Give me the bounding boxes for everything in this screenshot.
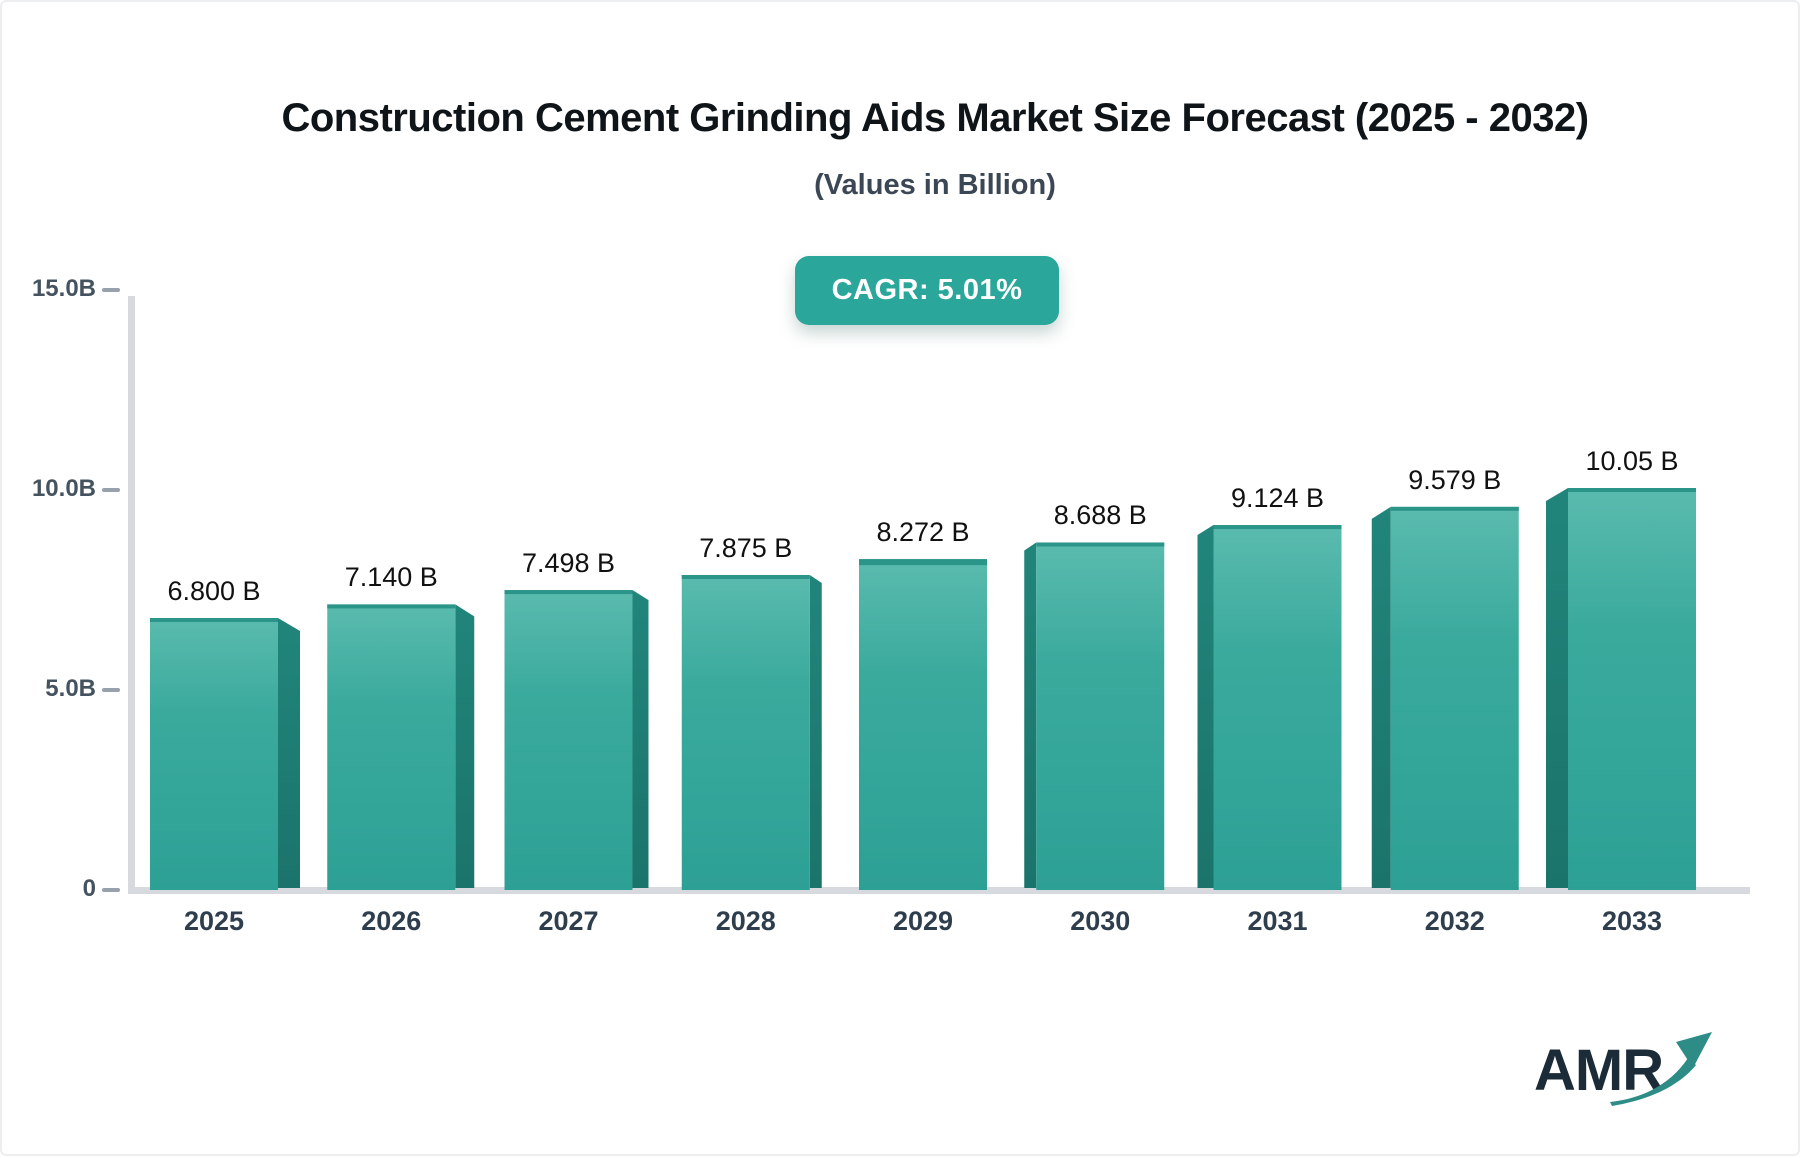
bar-2029[interactable] — [859, 559, 987, 890]
y-tick-label: 0 — [82, 875, 96, 902]
bar-value-label: 8.688 B — [1053, 500, 1147, 531]
bar-value-label: 7.140 B — [344, 562, 438, 593]
x-axis-label-2026: 2026 — [361, 906, 422, 936]
bar-top-rim — [859, 559, 987, 566]
bar-value-label: 9.124 B — [1230, 483, 1325, 514]
cagr-badge-label: CAGR: 5.01% — [831, 274, 1023, 306]
x-axis-label-2028: 2028 — [715, 906, 776, 936]
bar-side-2026 — [455, 604, 475, 888]
y-tick-dash — [102, 688, 120, 692]
y-tick-dash — [102, 488, 120, 492]
bar-2031[interactable] — [1213, 525, 1342, 890]
bar-top-rim — [1213, 525, 1342, 530]
x-axis-line — [128, 887, 1750, 894]
bar-top-rim — [1390, 506, 1519, 511]
y-tick-label: 15.0B — [31, 275, 96, 302]
x-axis-label-2033: 2033 — [1601, 906, 1663, 936]
y-tick-dash — [102, 288, 120, 292]
bar-2030[interactable] — [1036, 542, 1165, 890]
bar-2032[interactable] — [1390, 506, 1519, 890]
x-axis-label-2027: 2027 — [538, 906, 599, 936]
amr-logo: AMR — [1534, 1032, 1712, 1106]
amr-logo-arrow-icon — [1610, 1058, 1696, 1106]
bar-2026[interactable] — [327, 604, 456, 890]
bar-top-rim — [1036, 542, 1165, 547]
bar-value-label: 7.875 B — [699, 533, 793, 563]
y-axis-line — [128, 296, 135, 894]
y-tick-label: 5.0B — [45, 675, 96, 702]
bar-value-label: 9.579 B — [1408, 464, 1502, 495]
bar-top-rim — [681, 575, 810, 579]
bar-value-label: 8.272 B — [876, 517, 970, 548]
bar-value-label: 6.800 B — [167, 576, 261, 606]
bar-top-rim — [327, 604, 456, 609]
bar-side-2028 — [809, 575, 822, 888]
bar-top-rim — [1568, 488, 1696, 492]
y-tick-dash — [102, 888, 120, 892]
cagr-badge: CAGR: 5.01% — [795, 256, 1059, 325]
bar-top-rim — [504, 590, 633, 595]
x-axis-label-2032: 2032 — [1424, 906, 1485, 936]
chart-title: Construction Cement Grinding Aids Market… — [281, 96, 1589, 140]
bar-value-label: 7.498 B — [521, 548, 616, 579]
bar-side-2025 — [278, 618, 300, 888]
bar-side-2027 — [632, 590, 649, 888]
amr-logo-text: AMR — [1534, 1038, 1663, 1103]
bar-side-2031 — [1197, 525, 1214, 888]
bar-2025[interactable] — [150, 618, 278, 890]
bar-2033[interactable] — [1568, 488, 1696, 890]
x-axis-label-2031: 2031 — [1247, 906, 1308, 936]
bar-top-rim — [150, 618, 278, 622]
x-axis-label-2029: 2029 — [892, 906, 954, 936]
bar-side-2032 — [1371, 506, 1391, 888]
bar-2028[interactable] — [681, 575, 810, 890]
bar-side-2030 — [1024, 542, 1037, 888]
bar-side-2033 — [1546, 488, 1568, 888]
chart-subtitle: (Values in Billion) — [814, 169, 1056, 201]
bar-2027[interactable] — [504, 590, 633, 890]
x-axis-label-2025: 2025 — [183, 906, 245, 936]
x-axis-label-2030: 2030 — [1070, 906, 1131, 936]
y-tick-label: 10.0B — [31, 475, 96, 502]
bar-value-label: 10.05 B — [1585, 446, 1679, 476]
